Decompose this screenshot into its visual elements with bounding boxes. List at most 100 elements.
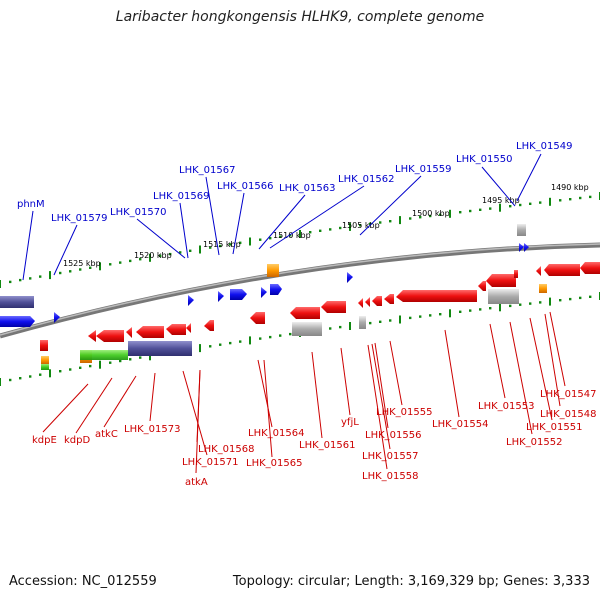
gene-arrow[interactable] — [536, 266, 541, 276]
gene-label-atkC[interactable]: atkC — [95, 429, 118, 440]
gene-arrow[interactable] — [358, 298, 363, 308]
gene-arrow[interactable] — [186, 323, 191, 333]
gene-arrow[interactable] — [166, 324, 186, 335]
gene-label-LHK_01559[interactable]: LHK_01559 — [395, 164, 451, 175]
gene-rna-orange[interactable] — [267, 264, 279, 277]
gene-label-LHK_01551[interactable]: LHK_01551 — [526, 422, 582, 433]
gene-arrow[interactable] — [486, 274, 516, 287]
gene-label-LHK_01573[interactable]: LHK_01573 — [124, 424, 180, 435]
gene-phnM-block[interactable] — [0, 296, 34, 308]
gene-label-LHK_01564[interactable]: LHK_01564 — [248, 428, 304, 439]
gene-arrow[interactable] — [250, 312, 265, 324]
gene-pseudo-gray[interactable] — [488, 289, 519, 304]
gene-label-LHK_01569[interactable]: LHK_01569 — [153, 191, 209, 202]
gene-label-LHK_01553[interactable]: LHK_01553 — [478, 401, 534, 412]
scale-minor-tick — [89, 364, 92, 368]
gene-arrow[interactable] — [136, 326, 164, 338]
gene-arrow[interactable] — [261, 287, 267, 298]
gene-label-LHK_01567[interactable]: LHK_01567 — [179, 165, 235, 176]
gene-label-LHK_01566[interactable]: LHK_01566 — [217, 181, 273, 192]
gene-label-kdpE[interactable]: kdpE — [32, 435, 57, 446]
gene-arrow[interactable] — [321, 301, 346, 313]
gene-arrow[interactable] — [347, 272, 353, 283]
gene-arrow[interactable] — [372, 296, 382, 306]
scale-minor-tick — [439, 213, 442, 216]
gene-arrow[interactable] — [204, 320, 214, 331]
gene-arrow[interactable] — [524, 243, 529, 252]
scale-label-1500: 1500 kbp — [412, 209, 450, 218]
gene-label-LHK_01555[interactable]: LHK_01555 — [376, 407, 432, 418]
gene-pseudo-gray[interactable] — [359, 316, 366, 329]
scale-minor-tick — [109, 361, 112, 364]
gene-block-kdp-green[interactable] — [80, 350, 128, 360]
scale-minor-tick — [409, 316, 412, 320]
gene-arrow[interactable] — [384, 294, 394, 304]
gene-label-LHK_01557[interactable]: LHK_01557 — [362, 451, 418, 462]
gene-arrow[interactable] — [396, 290, 477, 302]
scale-major-tick — [549, 197, 551, 206]
scale-minor-tick — [519, 303, 522, 306]
scale-label-1520: 1520 kbp — [134, 251, 172, 260]
gene-label-LHK_01547[interactable]: LHK_01547 — [540, 389, 596, 400]
scale-minor-tick — [379, 320, 382, 323]
scale-minor-tick — [59, 370, 62, 373]
gene-label-LHK_01579[interactable]: LHK_01579 — [51, 213, 107, 224]
gene-label-LHK_01562[interactable]: LHK_01562 — [338, 174, 394, 185]
gene-label-LHK_01565[interactable]: LHK_01565 — [246, 458, 302, 469]
scale-minor-tick — [269, 237, 272, 240]
gene-label-LHK_01568[interactable]: LHK_01568 — [198, 444, 254, 455]
gene-label-LHK_01554[interactable]: LHK_01554 — [432, 419, 488, 430]
gene-arrow[interactable] — [544, 264, 580, 276]
gene-block-orange[interactable] — [41, 356, 49, 364]
gene-pseudo-gray[interactable] — [292, 322, 322, 336]
top-label-leaders — [22, 153, 542, 281]
gene-red-small[interactable] — [514, 270, 518, 278]
scale-minor-tick — [79, 366, 82, 369]
gene-label-LHK_01552[interactable]: LHK_01552 — [506, 437, 562, 448]
gene-block-green[interactable] — [41, 364, 49, 370]
scale-major-tick — [299, 230, 301, 238]
scale-minor-tick — [329, 327, 332, 330]
gene-arrow[interactable] — [290, 307, 320, 319]
gene-arrow[interactable] — [580, 262, 600, 274]
gene-arrow[interactable] — [478, 281, 486, 291]
scale-minor-tick — [579, 196, 582, 200]
gene-arrow[interactable] — [54, 312, 60, 323]
gene-arrow[interactable] — [365, 297, 370, 307]
gene-arrow[interactable] — [188, 295, 194, 306]
gene-arrow[interactable] — [96, 330, 124, 342]
scale-minor-tick — [279, 235, 282, 238]
gene-label-kdpD[interactable]: kdpD — [64, 435, 90, 446]
gene-label-LHK_01558[interactable]: LHK_01558 — [362, 471, 418, 482]
genome-backbone — [0, 242, 600, 339]
gene-arrow[interactable] — [16, 316, 34, 327]
gene-label-LHK_01563[interactable]: LHK_01563 — [279, 183, 335, 194]
gene-label-LHK_01550[interactable]: LHK_01550 — [456, 154, 512, 165]
scale-major-tick — [399, 315, 401, 324]
scale-minor-tick — [59, 271, 62, 275]
gene-arrow[interactable] — [126, 327, 132, 338]
gene-red-small[interactable] — [40, 340, 48, 351]
gene-label-LHK_01570[interactable]: LHK_01570 — [110, 207, 166, 218]
gene-label-LHK_01561[interactable]: LHK_01561 — [299, 440, 355, 451]
scale-major-tick — [199, 245, 201, 254]
gene-label-phnM[interactable]: phnM — [17, 199, 45, 210]
gene-arrow[interactable] — [230, 289, 247, 300]
gene-label-LHK_01556[interactable]: LHK_01556 — [365, 430, 421, 441]
gene-arrow[interactable] — [88, 330, 96, 342]
gene-arrow[interactable] — [519, 243, 524, 252]
gene-arrow[interactable] — [270, 284, 282, 295]
gene-label-atkA[interactable]: atkA — [185, 477, 208, 488]
gene-arrow[interactable] — [218, 291, 224, 302]
gene-label-yfjL[interactable]: yfjL — [341, 417, 359, 428]
gene-block-atk[interactable] — [128, 341, 192, 356]
scale-minor-tick — [359, 224, 362, 227]
gene-label-LHK_01571[interactable]: LHK_01571 — [182, 457, 238, 468]
gene-pseudo-gray[interactable] — [517, 224, 526, 236]
gene-label-LHK_01548[interactable]: LHK_01548 — [540, 409, 596, 420]
gene-label-LHK_01549[interactable]: LHK_01549 — [516, 141, 572, 152]
scale-major-tick — [49, 369, 51, 378]
scale-major-tick — [449, 309, 451, 318]
gene-block-orange[interactable] — [539, 284, 547, 293]
